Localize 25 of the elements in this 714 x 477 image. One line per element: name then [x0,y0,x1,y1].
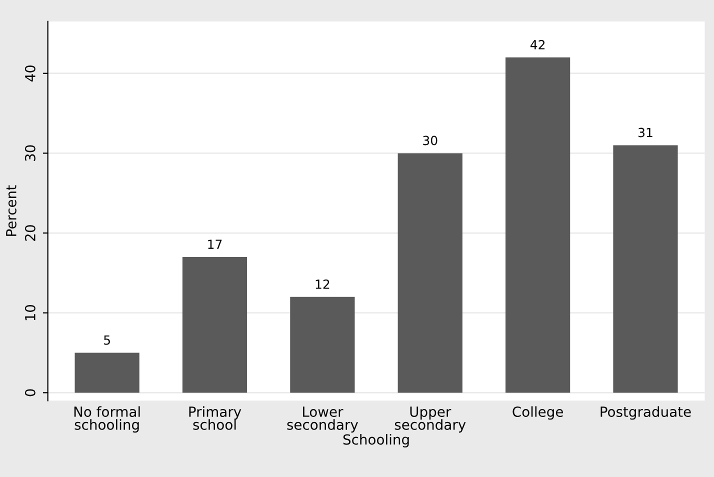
data-label: 30 [423,136,438,146]
data-label: 42 [530,40,545,50]
y-tick-label: 30 [24,145,36,161]
bar [182,256,248,393]
x-axis-title: Schooling [343,434,409,448]
bar [613,145,678,393]
bar [290,296,355,393]
x-tick-label: No formal schooling [74,406,140,433]
x-tick-label: Primary school [189,406,242,430]
y-axis-title: Percent [6,185,16,236]
x-tick-label: Upper secondary [394,406,466,433]
data-label: 12 [316,279,330,289]
y-tick-label: 20 [24,225,36,241]
data-label: 5 [104,336,110,345]
bar [74,352,140,393]
y-tick-label: 40 [24,65,36,82]
y-tick-label: 0 [24,389,36,396]
data-label: 31 [638,128,652,138]
x-tick-label: Lower secondary [287,406,358,433]
x-tick-label: Postgraduate [600,406,691,420]
bar [398,153,462,393]
y-tick-label: 10 [24,304,36,320]
x-tick-label: College [512,406,563,420]
data-label: 17 [208,240,222,249]
bar [506,57,570,393]
